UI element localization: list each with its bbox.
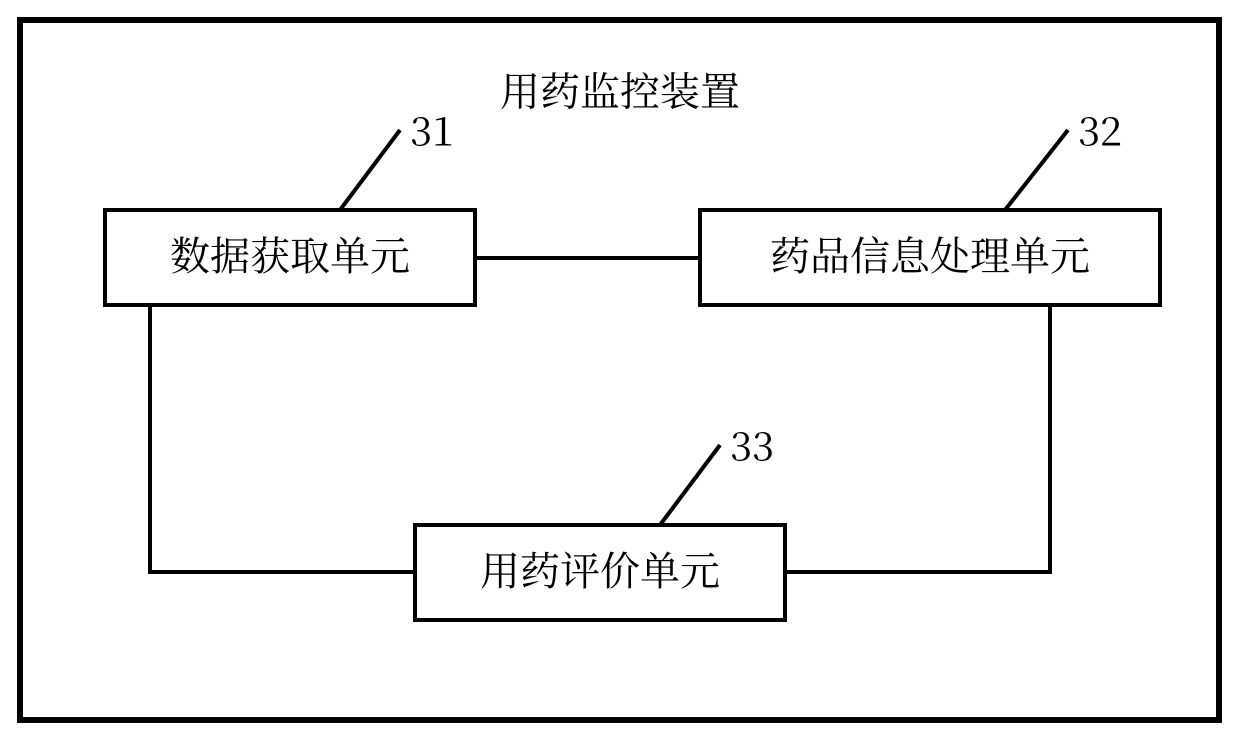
node-data-acquire-ref-number: 31 — [410, 100, 454, 157]
diagram-title: 用药监控装置 — [500, 60, 740, 117]
node-drug-info-process-label: 药品信息处理单元 — [770, 225, 1090, 282]
diagram-svg: 用药监控装置数据获取单元 31 药品信息处理单元 32 用药评价单元 33 — [0, 0, 1239, 740]
node-drug-info-process-ref-number: 32 — [1078, 100, 1122, 157]
diagram-stage: 用药监控装置数据获取单元 31 药品信息处理单元 32 用药评价单元 33 — [0, 0, 1239, 740]
node-drug-eval-label: 用药评价单元 — [480, 540, 720, 597]
node-drug-eval-ref-number: 33 — [730, 415, 774, 472]
node-data-acquire-label: 数据获取单元 — [170, 225, 410, 282]
